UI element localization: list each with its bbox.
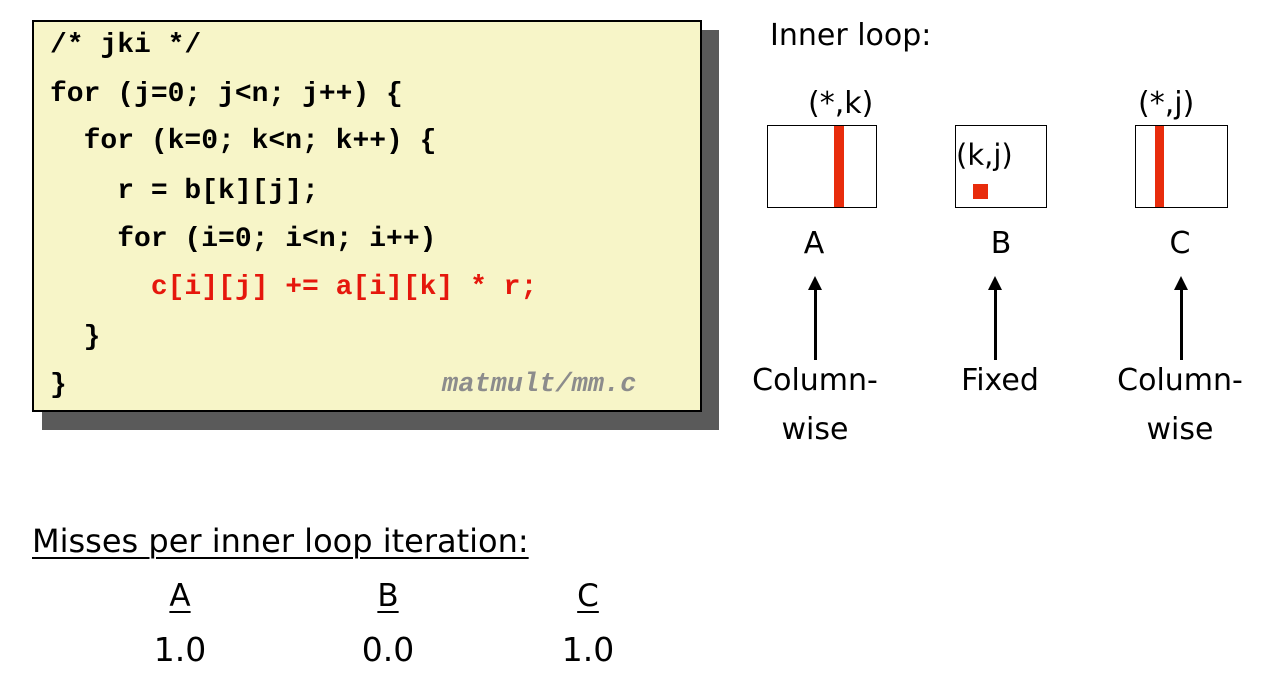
matrix-c (1135, 125, 1228, 208)
matrix-a (767, 125, 877, 208)
code-line-close-middle: } (50, 322, 101, 353)
code-line-inner-body: c[i][j] += a[i][k] * r; (50, 272, 538, 303)
code-line-inner-loop: for (i=0; i<n; i++) (50, 224, 437, 255)
misses-value-a: 1.0 (153, 630, 207, 669)
misses-header-c: C (577, 578, 599, 614)
matrix-a-arrow-line (814, 288, 817, 360)
matrix-a-pattern: Column- (752, 363, 878, 398)
matrix-b-arrow-head (988, 276, 1002, 290)
matrix-a-arrow-head (808, 276, 822, 290)
code-line-outer-loop: for (j=0; j<n; j++) { (50, 79, 403, 110)
matrix-b-name: B (990, 226, 1012, 261)
misses-value-c: 1.0 (561, 630, 615, 669)
matrix-b-index-label: (k,j) (956, 138, 1013, 172)
misses-title: Misses per inner loop iteration: (32, 522, 529, 560)
matrix-c-column-access (1155, 126, 1164, 207)
code-box (32, 20, 702, 412)
matrix-c-pattern: Column- (1117, 363, 1243, 398)
code-line-comment: /* jki */ (50, 30, 202, 61)
matrix-c-arrow-head (1174, 276, 1188, 290)
misses-value-b: 0.0 (361, 630, 415, 669)
matrix-b-element-access (973, 184, 988, 199)
inner-loop-title: Inner loop: (770, 18, 932, 53)
code-line-middle-loop: for (k=0; k<n; k++) { (50, 126, 437, 157)
matrix-a-column-access (834, 126, 844, 207)
matrix-a-index-label: (*,k) (808, 86, 874, 121)
matrix-b-arrow-line (994, 288, 997, 360)
matrix-c-arrow-line (1180, 288, 1183, 360)
matrix-c-name: C (1169, 226, 1191, 261)
matrix-a-pattern-cont: wise (781, 412, 849, 447)
code-line-assign-r: r = b[k][j]; (50, 176, 319, 207)
matrix-b: (k,j) (955, 125, 1047, 208)
misses-header-b: B (377, 578, 399, 614)
matrix-c-pattern-cont: wise (1146, 412, 1214, 447)
misses-header-a: A (169, 578, 191, 614)
file-name-label: matmult/mm.c (442, 370, 637, 400)
code-line-close-outer: } (50, 370, 67, 401)
matrix-c-index-label: (*,j) (1138, 86, 1195, 121)
matrix-a-name: A (803, 226, 825, 261)
matrix-b-pattern: Fixed (961, 363, 1039, 398)
